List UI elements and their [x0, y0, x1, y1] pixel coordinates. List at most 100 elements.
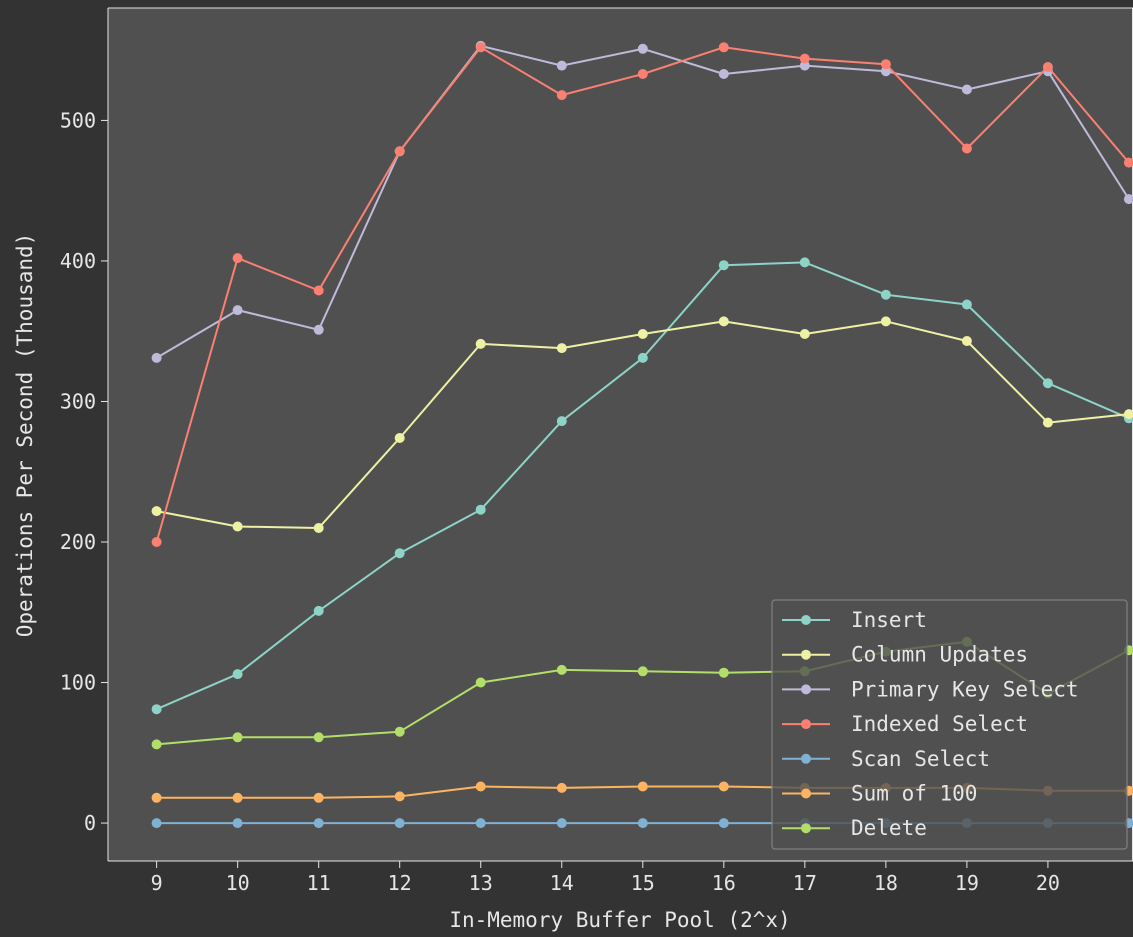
y-tick-label: 0	[84, 811, 96, 835]
data-point-indexed-select	[232, 253, 243, 264]
data-point-primary-key-select	[637, 43, 648, 54]
y-axis-ticks: 0 100 200 300 400 500	[60, 108, 108, 835]
data-point-column-updates	[961, 336, 972, 346]
data-point-insert	[961, 299, 972, 310]
data-point-scan-select	[232, 818, 243, 829]
series-column-updates	[151, 316, 1133, 533]
legend-box	[771, 599, 1128, 850]
data-point-indexed-select	[394, 146, 405, 157]
data-point-primary-key-select	[556, 60, 567, 71]
data-point-primary-key-select	[799, 60, 810, 71]
data-point-insert	[1042, 378, 1053, 389]
y-tick-label: 200	[60, 530, 96, 554]
legend: Insert Column Updates Primary Key Select In…	[771, 599, 1128, 850]
x-tick-label: 17	[793, 871, 817, 895]
data-point-column-updates	[313, 523, 324, 533]
legend-marker	[801, 615, 811, 625]
x-tick-label: 14	[550, 871, 574, 895]
data-point-insert	[637, 352, 648, 363]
legend-label: Insert	[851, 608, 927, 632]
data-point-column-updates	[880, 316, 891, 327]
x-tick-label: 13	[469, 871, 493, 895]
data-point-sum-of-100	[475, 781, 486, 792]
data-point-indexed-select	[880, 59, 891, 70]
legend-item-column-updates: Column Updates	[782, 643, 1028, 667]
series-indexed-select	[151, 42, 1133, 547]
data-point-column-updates	[151, 506, 162, 517]
data-point-sum-of-100	[151, 792, 162, 803]
legend-marker	[801, 823, 811, 834]
data-point-scan-select	[475, 818, 486, 829]
legend-item-scan-select: Scan Select	[782, 747, 990, 771]
y-tick-label: 100	[60, 671, 96, 695]
legend-marker	[801, 649, 811, 660]
data-point-indexed-select	[718, 42, 729, 53]
data-point-primary-key-select	[718, 69, 729, 79]
data-point-column-updates	[1123, 409, 1133, 420]
data-point-sum-of-100	[637, 781, 648, 792]
data-point-scan-select	[556, 818, 567, 829]
legend-marker	[801, 719, 811, 730]
y-tick-label: 300	[60, 389, 96, 413]
x-axis-ticks: 9 10 11 12 13 14 15 16 17 18 19 20	[151, 861, 1060, 895]
data-point-indexed-select	[799, 53, 810, 64]
x-tick-label: 11	[307, 871, 331, 895]
data-point-column-updates	[232, 521, 243, 532]
data-point-scan-select	[637, 818, 648, 829]
legend-item-sum-of-100: Sum of 100	[782, 782, 977, 806]
data-point-sum-of-100	[232, 792, 243, 803]
data-point-indexed-select	[1123, 157, 1133, 168]
data-point-column-updates	[556, 343, 567, 354]
y-tick-label: 400	[60, 249, 96, 273]
legend-label: Primary Key Select	[851, 677, 1079, 701]
x-tick-label: 10	[226, 871, 250, 895]
data-point-delete	[475, 677, 486, 688]
data-point-insert	[556, 416, 567, 427]
legend-label: Delete	[851, 816, 927, 840]
y-axis-label: Operations Per Second (Thousand)	[13, 233, 37, 638]
legend-label: Sum of 100	[851, 782, 977, 806]
data-point-column-updates	[799, 329, 810, 339]
legend-label: Column Updates	[851, 643, 1028, 667]
data-point-primary-key-select	[961, 84, 972, 95]
data-point-delete	[394, 726, 405, 737]
data-point-scan-select	[313, 818, 324, 829]
data-point-scan-select	[151, 818, 162, 829]
legend-label: Scan Select	[851, 747, 990, 771]
data-point-indexed-select	[556, 90, 567, 101]
data-point-insert	[394, 548, 405, 559]
data-point-primary-key-select	[151, 352, 162, 363]
data-point-primary-key-select	[1123, 194, 1133, 205]
data-point-column-updates	[718, 316, 729, 327]
x-tick-label: 12	[388, 871, 412, 895]
data-point-insert	[475, 504, 486, 515]
data-point-column-updates	[637, 329, 648, 339]
data-point-primary-key-select	[880, 66, 891, 77]
data-point-sum-of-100	[556, 782, 567, 793]
data-point-primary-key-select	[232, 305, 243, 316]
x-tick-label: 18	[874, 871, 898, 895]
data-point-delete	[556, 664, 567, 675]
legend-marker	[801, 788, 811, 799]
data-point-scan-select	[394, 818, 405, 829]
data-point-insert	[880, 289, 891, 300]
data-point-indexed-select	[637, 69, 648, 79]
data-point-delete	[637, 666, 648, 677]
data-point-indexed-select	[1042, 62, 1053, 72]
data-point-indexed-select	[961, 143, 972, 154]
data-point-insert	[151, 704, 162, 715]
legend-marker	[801, 684, 811, 695]
data-point-delete	[718, 667, 729, 678]
data-point-sum-of-100	[718, 781, 729, 792]
data-point-insert	[799, 257, 810, 268]
data-point-column-updates	[1042, 417, 1053, 428]
data-point-indexed-select	[313, 285, 324, 296]
data-point-sum-of-100	[313, 792, 324, 803]
data-point-column-updates	[475, 338, 486, 349]
x-axis-label: In-Memory Buffer Pool (2^x)	[449, 908, 790, 932]
x-tick-label: 9	[151, 871, 163, 895]
data-point-insert	[232, 669, 243, 680]
x-tick-label: 19	[955, 871, 979, 895]
data-point-sum-of-100	[394, 791, 405, 802]
